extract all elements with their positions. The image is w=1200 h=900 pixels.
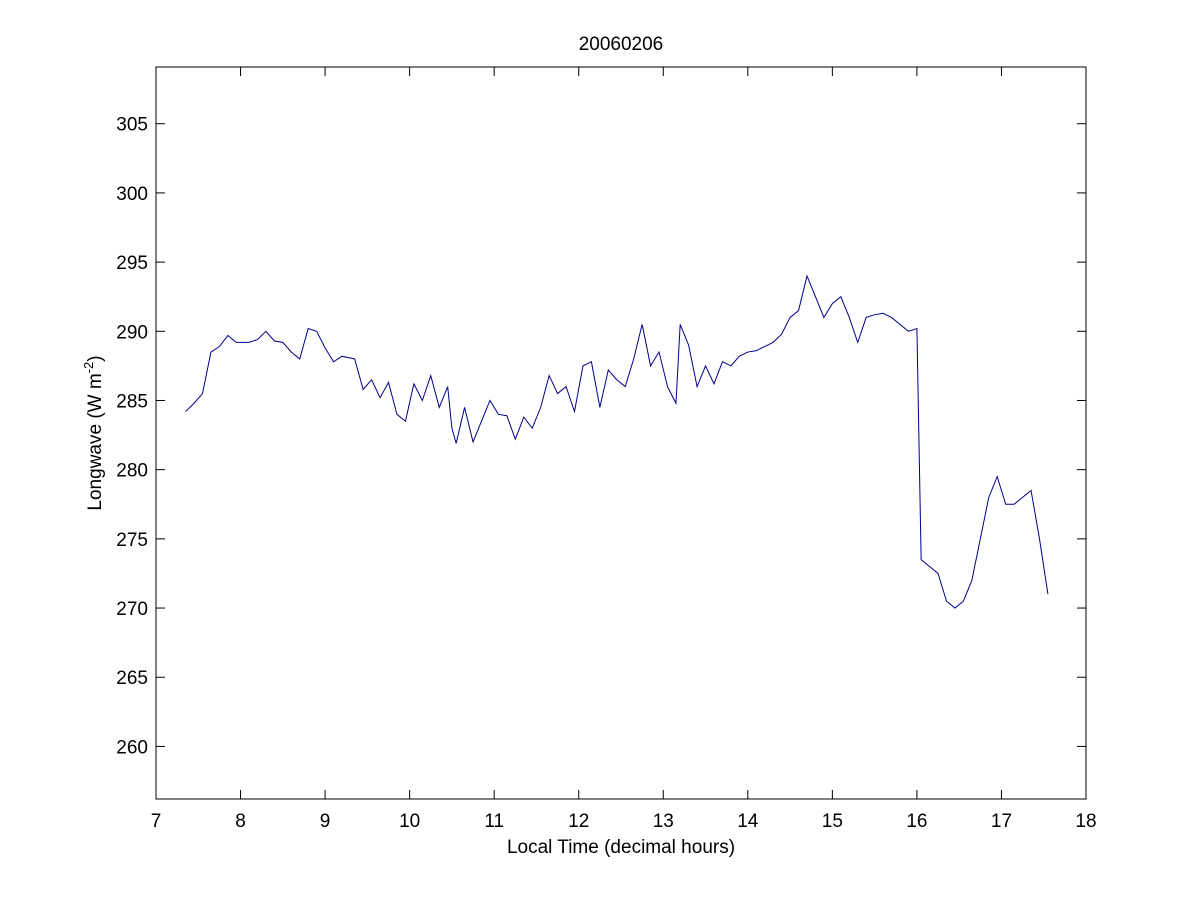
x-tick-label: 7 <box>151 811 162 832</box>
x-tick-label: 9 <box>320 811 331 832</box>
x-tick-label: 16 <box>906 811 927 832</box>
x-tick-label: 10 <box>399 811 420 832</box>
x-tick-label: 14 <box>737 811 759 832</box>
x-tick-label: 11 <box>484 811 504 832</box>
y-tick-label: 265 <box>116 668 148 689</box>
y-tick-label: 275 <box>116 530 148 551</box>
data-line <box>185 274 1049 609</box>
x-axis-label: Local Time (decimal hours) <box>507 837 735 858</box>
y-label-main: Longwave (W m <box>85 373 106 510</box>
y-axis-label: Longwave (W m-2) <box>81 355 106 510</box>
y-tick-label: 280 <box>116 461 148 482</box>
x-tick-label: 8 <box>235 811 246 832</box>
y-tick-label: 305 <box>116 115 148 136</box>
y-tick-label: 300 <box>116 184 148 205</box>
y-tick-label: 285 <box>116 391 148 412</box>
chart-title: 20060206 <box>579 34 664 55</box>
x-tick-label: 13 <box>653 811 674 832</box>
y-label-end: ) <box>85 355 106 361</box>
y-tick-label: 290 <box>116 322 148 343</box>
x-tick-label: 12 <box>568 811 589 832</box>
x-tick-label: 18 <box>1075 811 1096 832</box>
y-tick-label: 270 <box>116 599 148 620</box>
y-label-sup: -2 <box>81 362 96 374</box>
plot-area <box>155 66 1087 800</box>
y-tick-label: 260 <box>116 737 148 758</box>
y-tick-label: 295 <box>116 253 148 274</box>
x-tick-label: 15 <box>822 811 843 832</box>
x-tick-label: 17 <box>991 811 1012 832</box>
